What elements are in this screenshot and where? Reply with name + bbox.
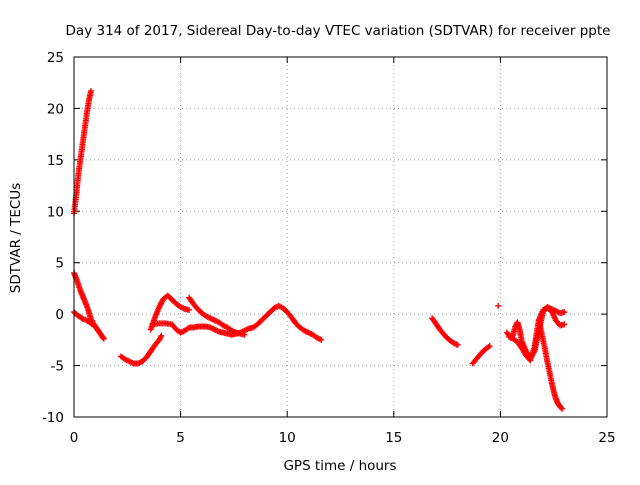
data-point <box>88 87 95 94</box>
x-tick-label: 0 <box>70 430 79 446</box>
data-point <box>558 404 565 411</box>
data-point <box>495 302 502 309</box>
x-tick-label: 10 <box>279 430 296 446</box>
data-point <box>561 309 568 316</box>
data-series <box>429 315 461 348</box>
data-marks <box>71 87 568 412</box>
data-point <box>100 334 107 341</box>
data-series <box>71 87 95 217</box>
data-series <box>495 302 502 309</box>
data-point <box>100 335 107 342</box>
data-series <box>186 294 248 338</box>
x-tick-labels: 0 5 10 15 20 25 <box>70 430 616 446</box>
y-tick-label: 20 <box>47 101 64 117</box>
data-series <box>71 270 107 342</box>
data-point <box>89 321 96 328</box>
y-tick-label: 15 <box>47 153 64 169</box>
data-series <box>117 332 165 367</box>
data-point <box>186 307 193 314</box>
data-point <box>318 336 325 343</box>
y-tick-label: -10 <box>42 410 64 426</box>
x-tick-label: 15 <box>385 430 402 446</box>
y-tick-label: 5 <box>55 256 64 272</box>
data-series <box>147 292 193 333</box>
grid <box>74 57 607 417</box>
x-tick-label: 25 <box>598 430 615 446</box>
y-tick-label: 10 <box>47 204 64 220</box>
data-point <box>88 320 95 327</box>
y-tick-label: 25 <box>47 50 64 66</box>
chart-title: Day 314 of 2017, Sidereal Day-to-day VTE… <box>66 23 611 39</box>
data-point <box>559 405 566 412</box>
x-axis-label: GPS time / hours <box>283 458 396 474</box>
y-tick-labels: -10 -5 0 5 10 15 20 25 <box>42 50 64 426</box>
data-series <box>149 302 325 343</box>
data-point <box>79 315 86 322</box>
x-tick-label: 5 <box>176 430 185 446</box>
x-tick-label: 20 <box>492 430 509 446</box>
data-point <box>158 332 165 339</box>
data-point <box>241 331 248 338</box>
y-axis-label: SDTVAR / TECUs <box>8 183 24 293</box>
data-series <box>505 304 568 364</box>
y-tick-label: -5 <box>51 359 64 375</box>
data-series <box>469 343 493 367</box>
ticks <box>73 56 608 418</box>
data-series <box>535 317 566 412</box>
data-point <box>454 342 461 348</box>
data-point <box>486 343 493 350</box>
data-point <box>561 321 568 328</box>
plot-frame <box>73 56 608 418</box>
y-tick-label: 0 <box>55 307 64 323</box>
